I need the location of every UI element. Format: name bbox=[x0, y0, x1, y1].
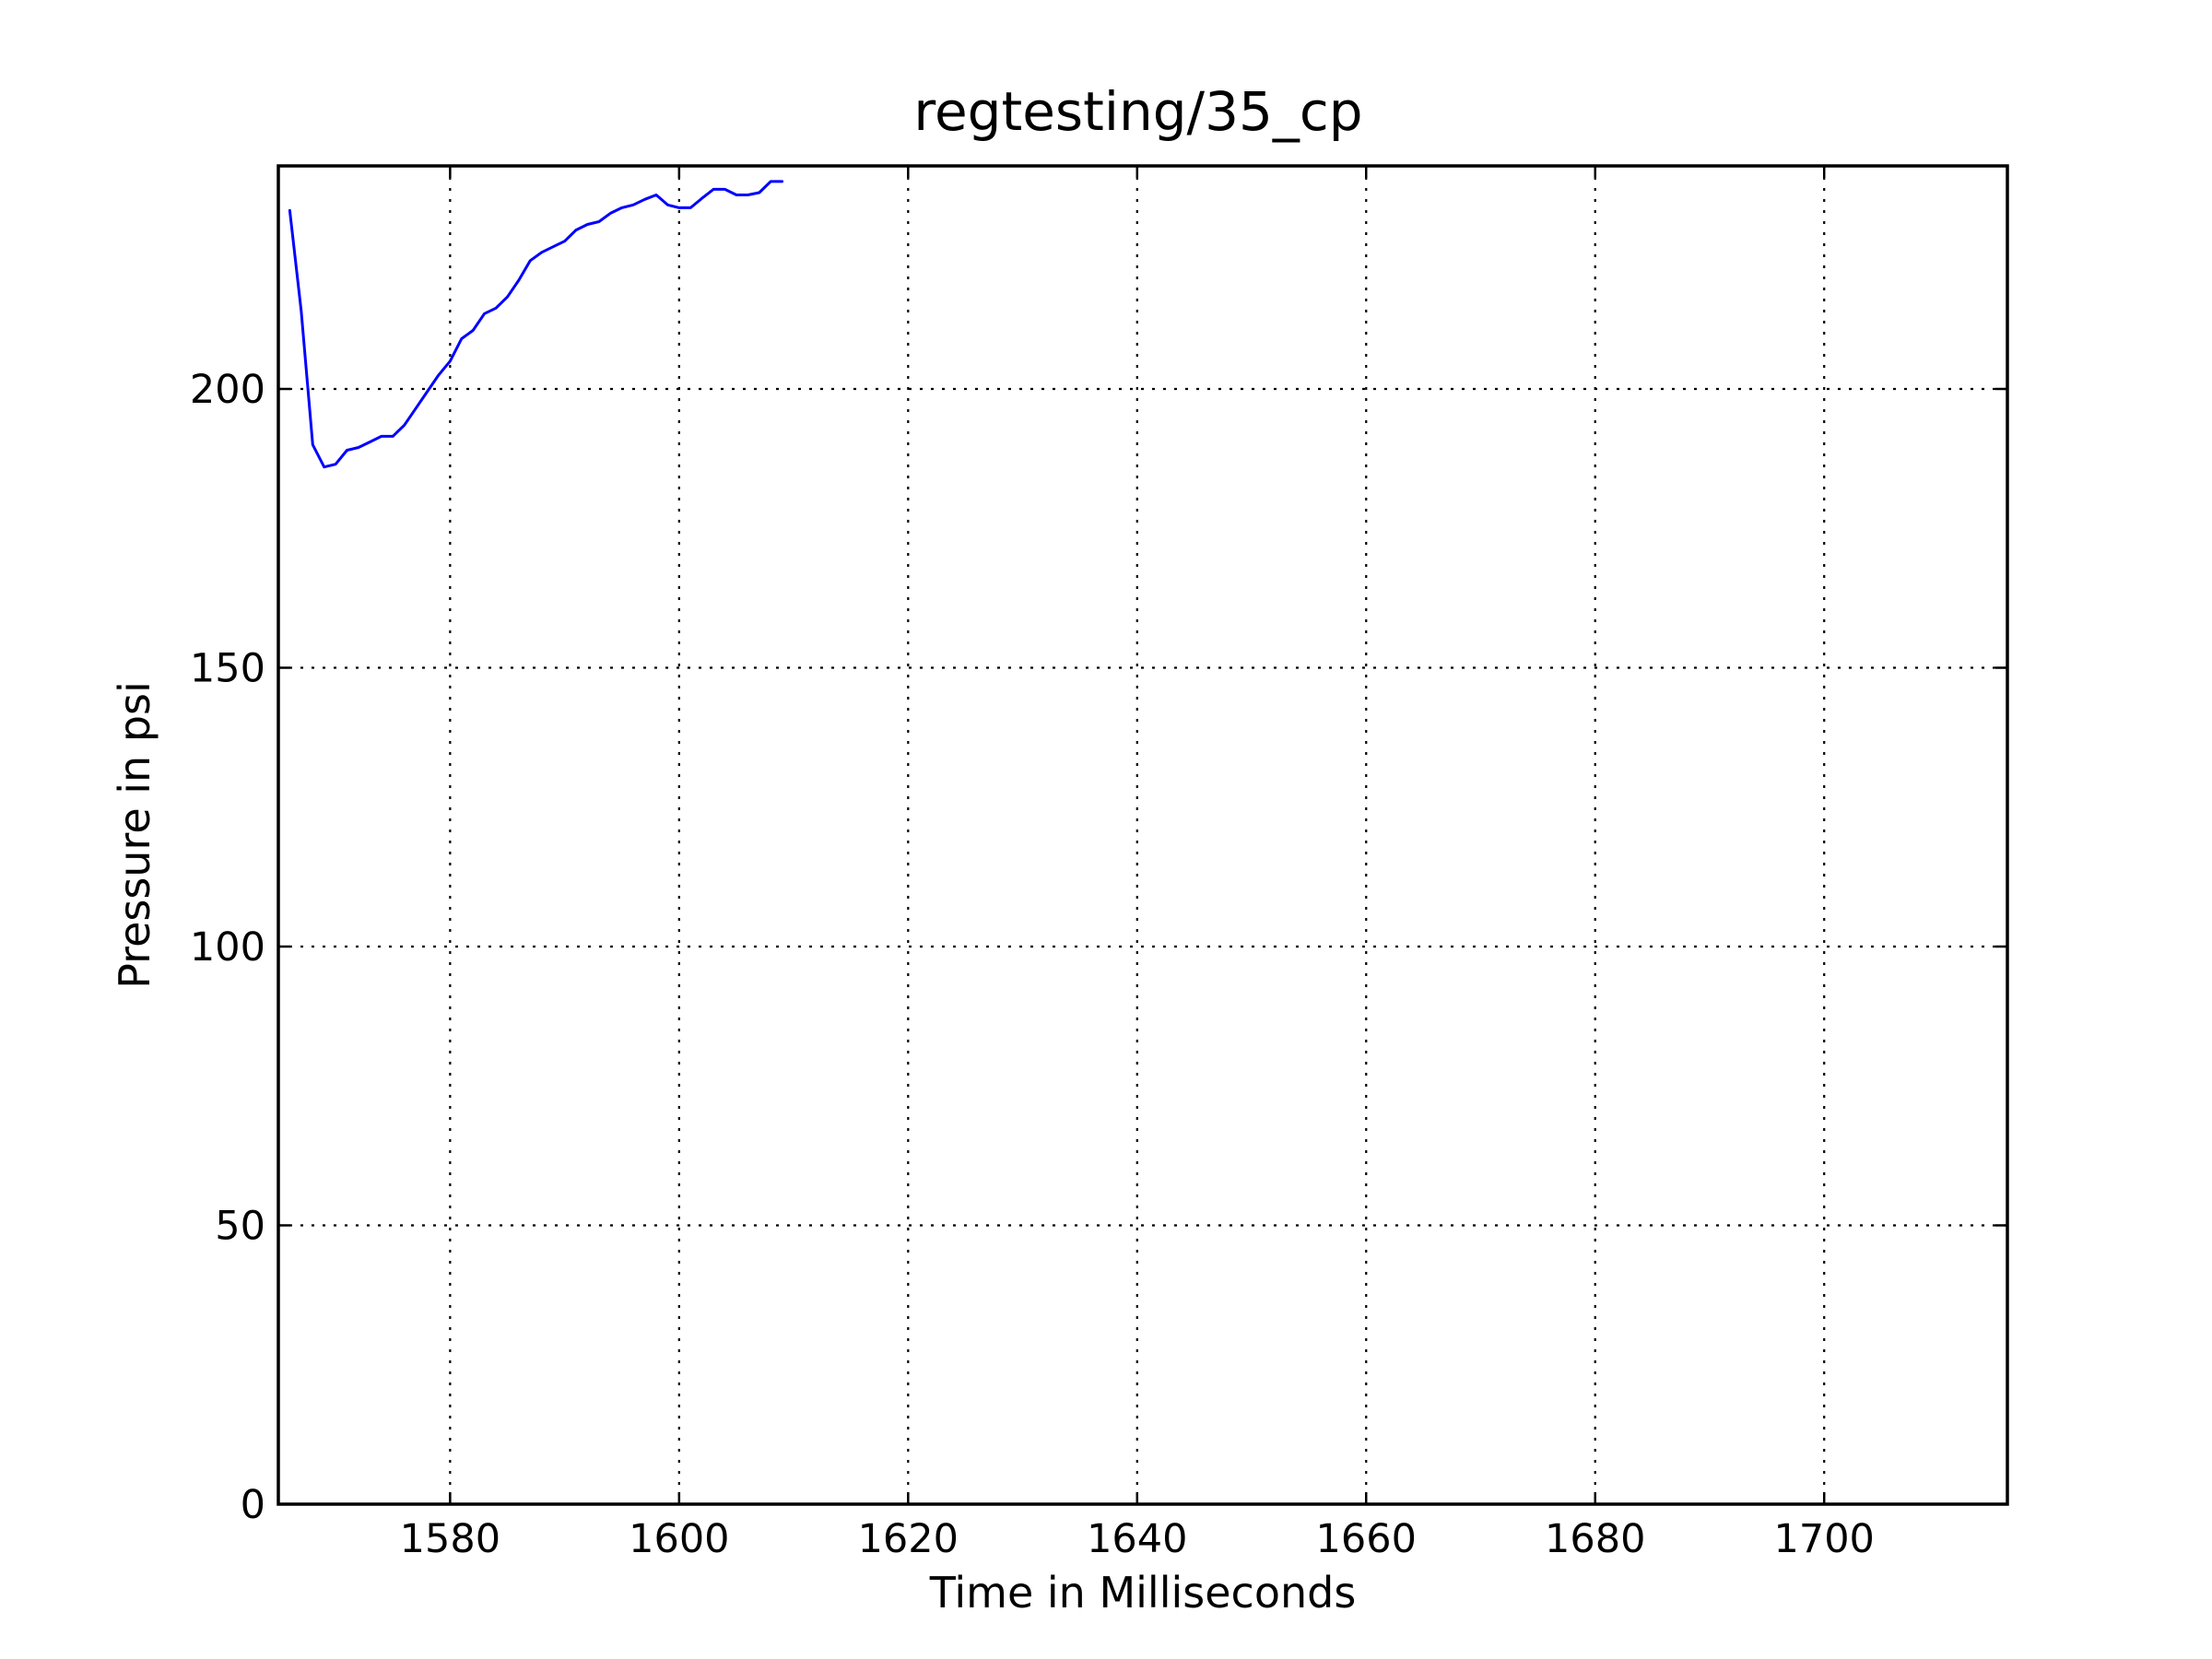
axis-ticks bbox=[278, 166, 2007, 1506]
x-tick-label: 1580 bbox=[400, 1516, 500, 1562]
y-tick-label: 0 bbox=[241, 1482, 265, 1528]
x-tick-label: 1620 bbox=[858, 1516, 959, 1562]
series-group bbox=[288, 180, 784, 469]
x-tick-label: 1680 bbox=[1545, 1516, 1645, 1562]
y-tick-label: 200 bbox=[190, 367, 265, 413]
chart-title: regtesting/35_cp bbox=[913, 80, 1362, 143]
y-tick-label: 150 bbox=[190, 646, 265, 692]
y-tick-label: 50 bbox=[215, 1204, 265, 1250]
series-line bbox=[288, 180, 784, 469]
x-tick-label: 1600 bbox=[629, 1516, 729, 1562]
x-axis-title: Time in Milliseconds bbox=[929, 1568, 1357, 1618]
x-tick-label: 1660 bbox=[1316, 1516, 1417, 1562]
grid-lines bbox=[278, 166, 2007, 1504]
y-axis-title: Pressure in psi bbox=[110, 681, 159, 989]
x-tick-label: 1700 bbox=[1773, 1516, 1874, 1562]
y-tick-label: 100 bbox=[190, 924, 265, 971]
x-tick-label: 1640 bbox=[1087, 1516, 1187, 1562]
x-tick-labels: 1580 1600 1620 1640 1660 1680 1700 bbox=[400, 1516, 1875, 1562]
plot-frame bbox=[276, 164, 2009, 1506]
y-tick-labels: 0 50 100 150 200 bbox=[190, 367, 265, 1528]
